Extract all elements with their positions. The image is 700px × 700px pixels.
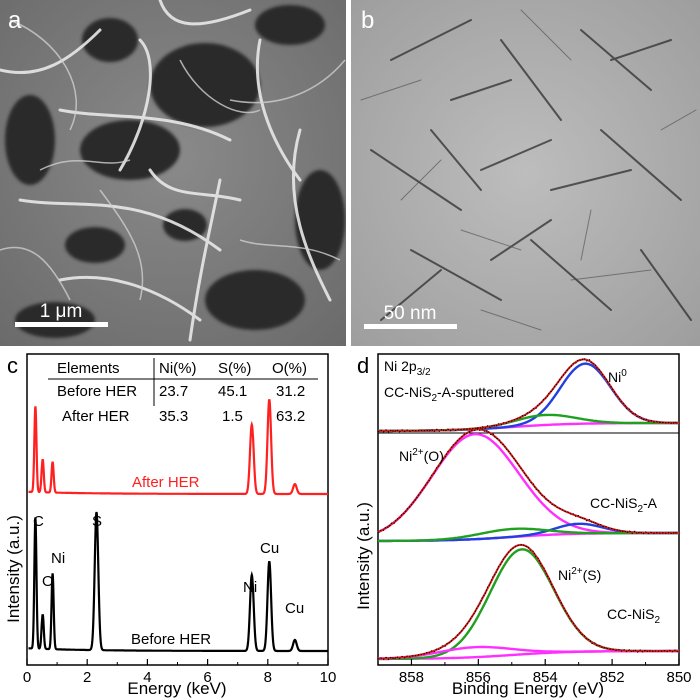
x-tick-label: 10	[320, 669, 337, 686]
spectrum-label: CC-NiS2	[607, 606, 660, 626]
scale-bar-label: 50 nm	[384, 303, 437, 324]
x-axis-label: Energy (keV)	[127, 679, 226, 698]
fit-component-green	[378, 527, 679, 543]
tem-micrograph: b 50 nm	[351, 0, 700, 346]
fit-envelope	[378, 543, 679, 660]
panel-label-b: b	[361, 7, 374, 34]
chart-title: Ni 2p3/2	[384, 358, 431, 378]
fit-component-green	[378, 548, 679, 661]
x-axis: 0 2 4 6 8 10	[23, 659, 337, 686]
panel-label-c: c	[7, 353, 18, 378]
x-tick-label: 854	[533, 669, 558, 686]
panel-label-d: d	[357, 353, 369, 378]
peak-label-c: C	[33, 513, 44, 530]
series-line-after-her	[28, 399, 328, 496]
component-label: Ni2+(S)	[558, 566, 601, 583]
peak-label-o: O	[42, 573, 54, 590]
x-tick-label: 852	[600, 669, 625, 686]
raw-data-points	[377, 543, 679, 661]
series-label-after-her: After HER	[132, 474, 200, 491]
table-cell: Before HER	[57, 383, 137, 400]
raw-data-points	[377, 428, 679, 535]
table-header: Elements	[57, 360, 120, 377]
plot-frame	[26, 353, 329, 666]
x-tick-label: 858	[399, 669, 424, 686]
scale-bar	[15, 322, 108, 327]
table-cell: After HER	[62, 408, 130, 425]
x-tick-label: 0	[23, 669, 31, 686]
panel-label-a: a	[8, 7, 22, 34]
table-cell: 31.2	[276, 383, 305, 400]
table-header: Ni(%)	[159, 360, 197, 377]
scale-bar	[364, 324, 457, 329]
peak-label-s: S	[92, 513, 102, 530]
peak-label-cu: Cu	[285, 600, 304, 617]
table-header: O(%)	[272, 360, 307, 377]
component-label: Ni0	[608, 368, 627, 385]
sem-micrograph: a 1 μm	[0, 0, 346, 346]
xps-chart: d Ni 2p3/2 CC-NiS2-A-sputtered CC-NiS2-A…	[354, 353, 692, 698]
x-tick-label: 8	[264, 669, 272, 686]
y-axis-label: Intensity (a.u.)	[354, 502, 373, 610]
x-tick-label: 4	[143, 669, 151, 686]
x-axis: 858 856 854 852 850	[377, 659, 692, 686]
peak-label-ni: Ni	[51, 550, 65, 567]
fit-component-green	[378, 413, 679, 433]
component-label: Ni2+(O)	[399, 447, 444, 464]
peak-label-cu: Cu	[260, 540, 279, 557]
composition-table: Elements Ni(%) S(%) O(%) Before HER 23.7…	[48, 358, 318, 425]
sem-image-panel: a 1 μm	[0, 0, 346, 346]
table-cell: 45.1	[218, 383, 247, 400]
spectrum-label: CC-NiS2-A-sputtered	[384, 384, 514, 404]
series-label-before-her: Before HER	[131, 631, 211, 648]
scale-bar-label: 1 μm	[40, 301, 83, 322]
x-axis-label: Binding Energy (eV)	[452, 679, 604, 698]
table-cell: 35.3	[159, 408, 188, 425]
fit-envelope	[378, 358, 679, 432]
series-line-before-her	[28, 511, 328, 653]
table-header: S(%)	[218, 360, 251, 377]
fit-envelope	[377, 428, 679, 534]
plot-frame	[377, 353, 680, 666]
x-tick-label: 6	[203, 669, 211, 686]
x-tick-label: 2	[83, 669, 91, 686]
peak-label-ni: Ni	[243, 579, 257, 596]
table-cell: 23.7	[159, 383, 188, 400]
spectrum-label: CC-NiS2-A	[590, 495, 658, 515]
x-tick-label: 856	[466, 669, 491, 686]
x-tick-label: 850	[666, 669, 691, 686]
tem-image-panel: b 50 nm	[351, 0, 700, 346]
y-axis-label: Intensity (a.u.)	[4, 515, 23, 623]
table-cell: 63.2	[276, 408, 305, 425]
table-cell: 1.5	[222, 408, 243, 425]
edx-chart: c Elements Ni(%) S(%) O(%) Before HER 23…	[4, 353, 336, 698]
spectra-figure: c Elements Ni(%) S(%) O(%) Before HER 23…	[4, 353, 692, 698]
